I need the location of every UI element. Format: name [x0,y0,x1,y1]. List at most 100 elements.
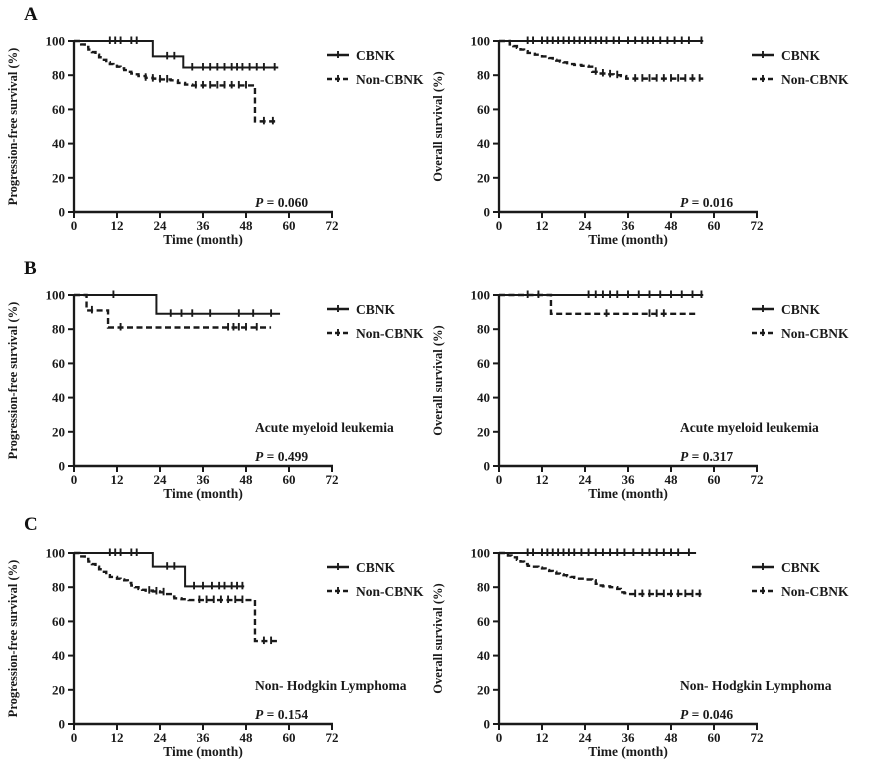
y-tick-label: 60 [477,614,490,629]
x-tick-label: 60 [708,472,721,487]
subgroup-annotation: Non- Hodgkin Lymphoma [255,678,407,693]
legend-label: Non-CBNK [781,326,849,341]
subgroup-annotation: Non- Hodgkin Lymphoma [680,678,832,693]
y-tick-label: 100 [46,546,66,561]
x-tick-label: 36 [622,218,636,233]
y-tick-label: 0 [59,459,66,474]
survival-curve-non-cbnk [74,551,279,643]
x-tick-label: 48 [240,730,254,745]
y-tick-label: 20 [477,424,490,439]
y-tick-label: 20 [52,170,65,185]
panel-letter-A: A [24,4,38,25]
x-tick-label: 24 [154,218,168,233]
x-tick-label: 72 [326,730,339,745]
x-tick-label: 60 [708,218,721,233]
panel-A-overall-survival: 0 20 40 60 80 100 0 12 24 36 48 60 72 Overall surviva… [431,34,849,248]
survival-curve-cbnk [74,294,281,315]
y-tick-label: 80 [52,322,65,337]
legend-label: CBNK [781,302,821,317]
p-value-label: P = 0.499 [255,449,308,464]
y-tick-label: 60 [52,102,65,117]
x-axis-title: Time (month) [163,486,243,501]
y-tick-label: 80 [477,322,490,337]
legend-label: Non-CBNK [781,72,849,87]
x-tick-label: 36 [622,472,636,487]
x-tick-label: 12 [536,472,549,487]
y-axis-title: Overall survival (%) [431,325,445,435]
x-tick-label: 12 [111,730,124,745]
survival-curve-non-cbnk [74,39,279,123]
y-tick-label: 100 [471,34,491,49]
y-tick-label: 40 [52,648,65,663]
y-axis-title: Overall survival (%) [431,71,445,181]
panel-B-progression-free-survival: 0 20 40 60 80 100 0 12 24 36 48 60 72 Progression-fre… [6,288,424,502]
x-tick-label: 48 [665,730,679,745]
x-tick-label: 0 [496,472,503,487]
x-tick-label: 0 [71,472,78,487]
x-tick-label: 24 [154,730,168,745]
y-tick-label: 60 [52,614,65,629]
panel-C-progression-free-survival: 0 20 40 60 80 100 0 12 24 36 48 60 72 Progression-fre… [6,546,424,760]
y-tick-label: 80 [477,68,490,83]
y-tick-label: 100 [471,546,491,561]
y-tick-label: 60 [477,356,490,371]
y-tick-label: 20 [52,424,65,439]
panel-A-progression-free-survival: 0 20 40 60 80 100 0 12 24 36 48 60 72 Progression-fre… [6,34,424,248]
x-tick-label: 12 [111,218,124,233]
survival-curve-non-cbnk [499,551,704,596]
p-value-label: P = 0.317 [680,449,733,464]
y-axis-title: Progression-free survival (%) [6,560,20,718]
y-tick-label: 0 [484,459,491,474]
x-tick-label: 36 [197,730,211,745]
panel-letter-B: B [24,258,37,279]
y-tick-label: 100 [46,34,66,49]
x-tick-label: 72 [326,472,339,487]
panel-C-overall-survival: 0 20 40 60 80 100 0 12 24 36 48 60 72 Overall surviva… [431,546,849,760]
x-tick-label: 12 [536,218,549,233]
legend-label: CBNK [356,560,396,575]
p-value-label: P = 0.060 [255,195,308,210]
x-tick-label: 48 [240,472,254,487]
y-tick-label: 80 [477,580,490,595]
x-axis-title: Time (month) [163,232,243,247]
p-value-label: P = 0.046 [680,707,733,722]
y-tick-label: 100 [46,288,66,303]
legend-label: CBNK [356,48,396,63]
x-axis-title: Time (month) [588,232,668,247]
x-tick-label: 0 [496,218,503,233]
y-tick-label: 40 [477,390,490,405]
y-tick-label: 100 [471,288,491,303]
y-axis-title: Progression-free survival (%) [6,48,20,206]
x-tick-label: 48 [240,218,254,233]
x-tick-label: 72 [751,218,764,233]
x-tick-label: 36 [197,472,211,487]
x-axis-title: Time (month) [163,744,243,759]
x-tick-label: 36 [197,218,211,233]
y-tick-label: 80 [52,68,65,83]
p-value-label: P = 0.154 [255,707,308,722]
x-tick-label: 24 [579,730,593,745]
legend-label: CBNK [781,48,821,63]
survival-curve-cbnk [74,40,279,69]
legend-label: Non-CBNK [356,72,424,87]
x-tick-label: 0 [71,218,78,233]
y-tick-label: 0 [484,717,491,732]
subgroup-annotation: Acute myeloid leukemia [680,420,819,435]
y-axis-title: Progression-free survival (%) [6,302,20,460]
x-tick-label: 0 [71,730,78,745]
x-tick-label: 48 [665,472,679,487]
survival-curve-non-cbnk [499,39,704,80]
legend-label: Non-CBNK [356,584,424,599]
x-tick-label: 60 [708,730,721,745]
x-tick-label: 48 [665,218,679,233]
legend-label: Non-CBNK [356,326,424,341]
y-tick-label: 0 [484,205,491,220]
legend-label: CBNK [781,560,821,575]
y-tick-label: 40 [477,648,490,663]
x-tick-label: 60 [283,218,296,233]
panel-B-overall-survival: 0 20 40 60 80 100 0 12 24 36 48 60 72 Overall surviva… [431,288,849,502]
survival-curve-non-cbnk [499,293,697,316]
x-tick-label: 72 [326,218,339,233]
x-tick-label: 12 [111,472,124,487]
y-tick-label: 40 [52,390,65,405]
